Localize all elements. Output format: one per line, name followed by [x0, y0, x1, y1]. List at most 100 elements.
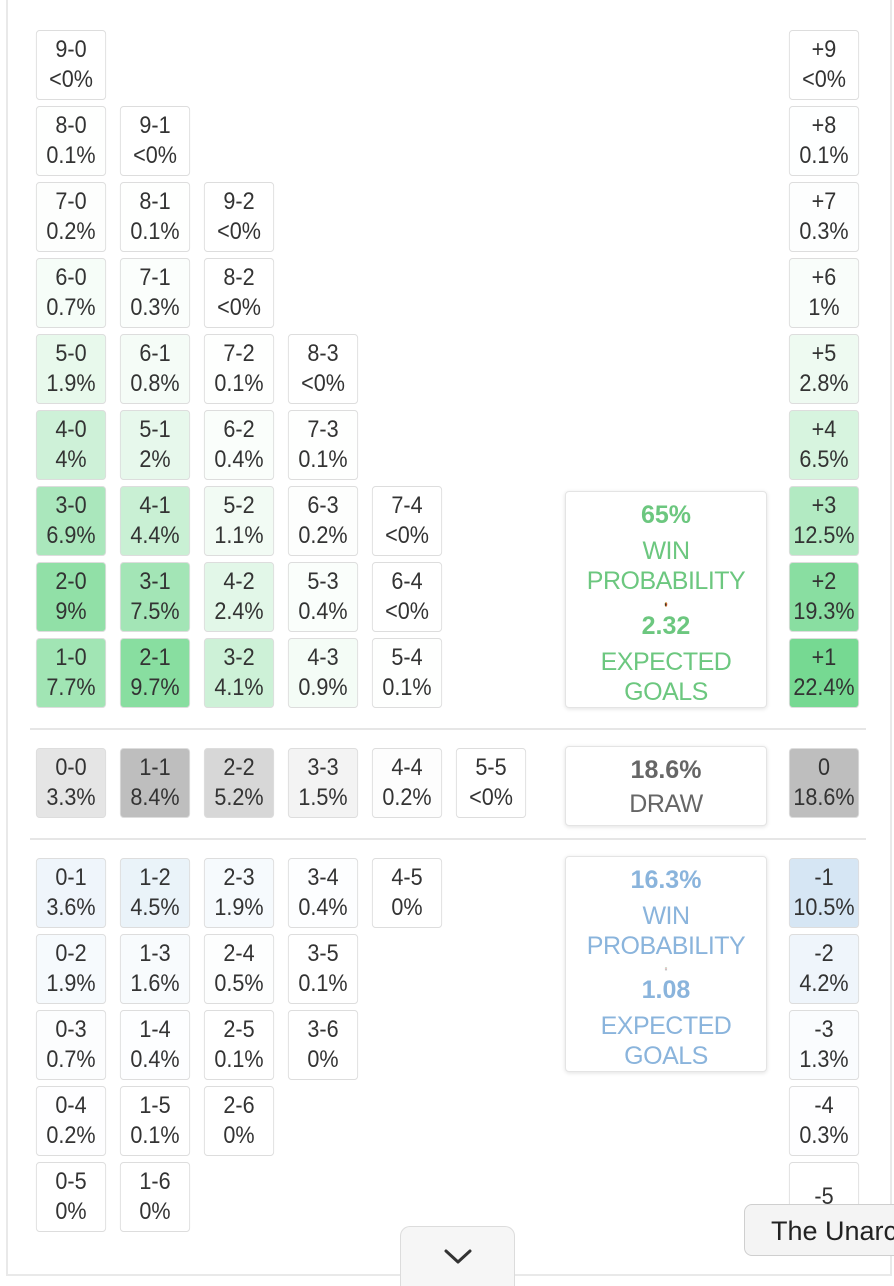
margin-label: +8 [811, 112, 837, 139]
margin-cell[interactable]: +2 19.3% [788, 562, 860, 632]
probability-value: 1.5% [298, 784, 348, 811]
scoreline-cell[interactable]: 1-2 4.5% [119, 858, 191, 928]
scoreline-cell[interactable]: 8-2 <0% [203, 258, 275, 328]
margin-cell[interactable]: -3 1.3% [788, 1010, 860, 1080]
scoreline-cell[interactable]: 6-4 <0% [371, 562, 443, 632]
probability-value: 8.4% [130, 784, 180, 811]
scoreline-cell[interactable]: 0-0 3.3% [35, 748, 107, 818]
probability-value: 0.4% [298, 598, 348, 625]
scoreline-cell[interactable]: 7-2 0.1% [203, 334, 275, 404]
scoreline-cell[interactable]: 3-1 7.5% [119, 562, 191, 632]
scoreline-cell[interactable]: 6-2 0.4% [203, 410, 275, 480]
scoreline-cell[interactable]: 1-1 8.4% [119, 748, 191, 818]
scoreline-cell[interactable]: 6-1 0.8% [119, 334, 191, 404]
scoreline-cell[interactable]: 5-2 1.1% [203, 486, 275, 556]
scoreline-cell[interactable]: 1-4 0.4% [119, 1010, 191, 1080]
scoreline-cell[interactable]: 3-4 0.4% [287, 858, 359, 928]
scoreline-cell[interactable]: 1-3 1.6% [119, 934, 191, 1004]
scoreline-cell[interactable]: 4-5 0% [371, 858, 443, 928]
margin-cell[interactable]: +8 0.1% [788, 106, 860, 176]
margin-label: +2 [811, 568, 837, 595]
probability-value: 1.3% [799, 1046, 849, 1073]
probability-value: 6.9% [46, 522, 96, 549]
scoreline-cell[interactable]: 2-1 9.7% [119, 638, 191, 708]
probability-value: 1.9% [46, 370, 96, 397]
scoreline-cell[interactable]: 7-1 0.3% [119, 258, 191, 328]
scoreline-cell[interactable]: 5-4 0.1% [371, 638, 443, 708]
scoreline-cell[interactable]: 5-1 2% [119, 410, 191, 480]
score-label: 7-2 [223, 340, 255, 367]
scoreline-cell[interactable]: 5-3 0.4% [287, 562, 359, 632]
probability-value: 0.7% [46, 1046, 96, 1073]
score-label: 0-2 [55, 940, 87, 967]
scoreline-cell[interactable]: 7-3 0.1% [287, 410, 359, 480]
score-label: 6-1 [139, 340, 171, 367]
probability-value: 0.3% [799, 218, 849, 245]
scoreline-cell[interactable]: 4-1 4.4% [119, 486, 191, 556]
scoreline-cell[interactable]: 7-0 0.2% [35, 182, 107, 252]
scoreline-cell[interactable]: 3-6 0% [287, 1010, 359, 1080]
margin-cell[interactable]: +1 22.4% [788, 638, 860, 708]
scoreline-cell[interactable]: 2-3 1.9% [203, 858, 275, 928]
scoreline-cell[interactable]: 0-3 0.7% [35, 1010, 107, 1080]
scoreline-cell[interactable]: 3-3 1.5% [287, 748, 359, 818]
scoreline-cell[interactable]: 2-2 5.2% [203, 748, 275, 818]
probability-value: 4.2% [799, 970, 849, 997]
margin-cell[interactable]: 0 18.6% [788, 748, 860, 818]
score-label: 6-2 [223, 416, 255, 443]
scoreline-cell[interactable]: 5-0 1.9% [35, 334, 107, 404]
scoreline-cell[interactable]: 0-5 0% [35, 1162, 107, 1232]
away-expected-goals-label: EXPECTED GOALS [600, 1012, 732, 1070]
margin-cell[interactable]: -4 0.3% [788, 1086, 860, 1156]
score-label: 7-0 [55, 188, 87, 215]
margin-cell[interactable]: +9 <0% [788, 30, 860, 100]
probability-value: 0.2% [46, 218, 96, 245]
probability-value: 5.2% [214, 784, 264, 811]
margin-cell[interactable]: -1 10.5% [788, 858, 860, 928]
margin-cell[interactable]: -2 4.2% [788, 934, 860, 1004]
probability-value: 2.4% [214, 598, 264, 625]
scoreline-cell[interactable]: 8-1 0.1% [119, 182, 191, 252]
scoreline-cell[interactable]: 6-3 0.2% [287, 486, 359, 556]
scoreline-cell[interactable]: 0-4 0.2% [35, 1086, 107, 1156]
probability-value: 4.5% [130, 894, 180, 921]
margin-cell[interactable]: +4 6.5% [788, 410, 860, 480]
scoreline-cell[interactable]: 2-0 9% [35, 562, 107, 632]
scoreline-cell[interactable]: 9-2 <0% [203, 182, 275, 252]
score-label: 5-3 [307, 568, 339, 595]
scoreline-cell[interactable]: 4-0 4% [35, 410, 107, 480]
scoreline-cell[interactable]: 6-0 0.7% [35, 258, 107, 328]
scoreline-cell[interactable]: 3-0 6.9% [35, 486, 107, 556]
scoreline-cell[interactable]: 9-0 <0% [35, 30, 107, 100]
probability-value: 0% [307, 1046, 339, 1073]
scoreline-cell[interactable]: 2-4 0.5% [203, 934, 275, 1004]
margin-cell[interactable]: +7 0.3% [788, 182, 860, 252]
probability-value: <0% [49, 66, 93, 93]
scoreline-cell[interactable]: 4-4 0.2% [371, 748, 443, 818]
scoreline-cell[interactable]: 1-0 7.7% [35, 638, 107, 708]
scoreline-cell[interactable]: 8-3 <0% [287, 334, 359, 404]
scoreline-cell[interactable]: 7-4 <0% [371, 486, 443, 556]
scoreline-cell[interactable]: 3-2 4.1% [203, 638, 275, 708]
scoreline-cell[interactable]: 0-1 3.6% [35, 858, 107, 928]
margin-cell[interactable]: +6 1% [788, 258, 860, 328]
scoreline-cell[interactable]: 0-2 1.9% [35, 934, 107, 1004]
scoreline-cell[interactable]: 8-0 0.1% [35, 106, 107, 176]
scoreline-cell[interactable]: 2-6 0% [203, 1086, 275, 1156]
probability-value: <0% [385, 598, 429, 625]
score-label: 6-0 [55, 264, 87, 291]
scroll-down-button[interactable] [400, 1226, 515, 1286]
margin-label: +4 [811, 416, 837, 443]
probability-value: 1% [808, 294, 840, 321]
scoreline-cell[interactable]: 2-5 0.1% [203, 1010, 275, 1080]
scoreline-cell[interactable]: 4-2 2.4% [203, 562, 275, 632]
scoreline-cell[interactable]: 9-1 <0% [119, 106, 191, 176]
scoreline-cell[interactable]: 1-6 0% [119, 1162, 191, 1232]
scoreline-cell[interactable]: 4-3 0.9% [287, 638, 359, 708]
margin-cell[interactable]: +3 12.5% [788, 486, 860, 556]
scoreline-cell[interactable]: 5-5 <0% [455, 748, 527, 818]
margin-cell[interactable]: +5 2.8% [788, 334, 860, 404]
score-label: 5-1 [139, 416, 171, 443]
scoreline-cell[interactable]: 1-5 0.1% [119, 1086, 191, 1156]
scoreline-cell[interactable]: 3-5 0.1% [287, 934, 359, 1004]
